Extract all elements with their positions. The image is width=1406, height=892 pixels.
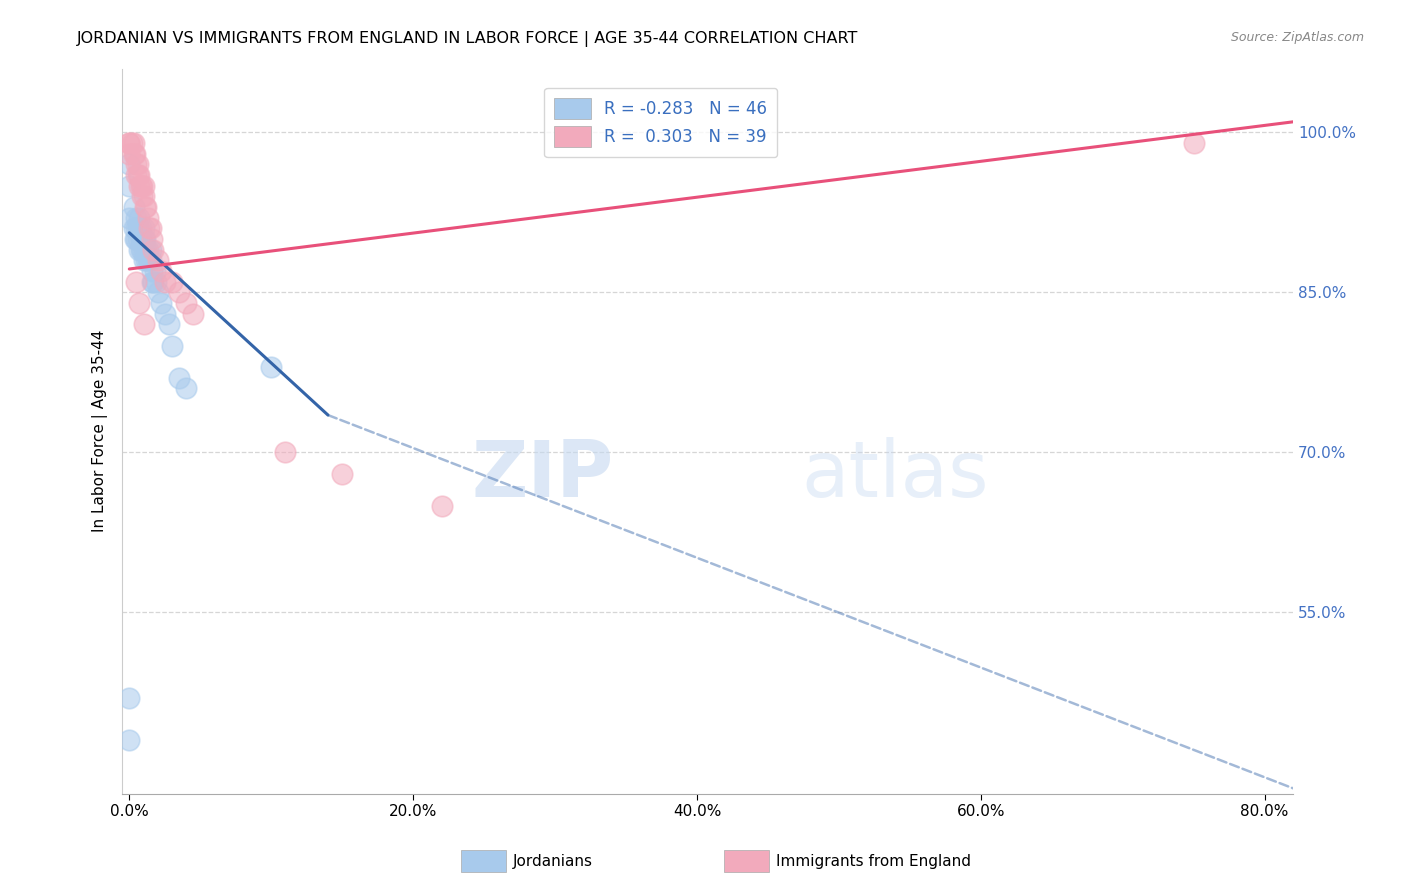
Point [135,253,157,268]
Point [127,157,149,171]
Point [167,285,190,300]
Point [131,189,153,203]
Point [141,264,163,278]
Point [131,232,153,246]
Point [139,221,162,235]
Point [129,178,152,193]
Point [118,211,141,225]
Point [118,146,141,161]
Point [128,168,150,182]
Point [127,232,149,246]
Point [128,221,150,235]
Point [330,467,353,481]
Point [139,243,162,257]
Point [118,690,141,705]
Point [134,232,156,246]
Point [122,136,145,150]
Point [145,275,167,289]
Point [160,339,183,353]
Point [122,200,145,214]
Point [122,146,145,161]
Point [153,307,176,321]
Point [129,221,152,235]
Point [118,157,141,171]
Point [128,296,150,310]
Point [129,232,152,246]
Point [149,264,172,278]
Point [135,243,157,257]
Point [125,221,148,235]
Point [157,318,180,332]
Point [128,243,150,257]
Point [132,178,155,193]
Point [132,253,155,268]
Point [136,253,159,268]
Point [138,221,160,235]
Point [125,232,148,246]
Point [132,243,155,257]
Point [260,360,283,375]
Point [141,275,163,289]
Text: Jordanians: Jordanians [513,855,593,869]
Text: atlas: atlas [801,436,988,513]
Point [146,285,169,300]
Y-axis label: In Labor Force | Age 35-44: In Labor Force | Age 35-44 [93,330,108,533]
Point [132,189,155,203]
Point [174,381,197,395]
Point [153,275,176,289]
Point [118,136,141,150]
Point [141,232,163,246]
Point [127,168,149,182]
Point [129,243,152,257]
Point [127,221,149,235]
Point [274,445,297,459]
Point [1182,136,1205,150]
Point [160,275,183,289]
Point [430,499,453,513]
Point [128,211,150,225]
Point [118,136,141,150]
Text: JORDANIAN VS IMMIGRANTS FROM ENGLAND IN LABOR FORCE | AGE 35-44 CORRELATION CHAR: JORDANIAN VS IMMIGRANTS FROM ENGLAND IN … [77,31,859,47]
Point [149,296,172,310]
Point [146,253,169,268]
Point [124,232,146,246]
Point [174,296,197,310]
Point [138,253,160,268]
Point [136,243,159,257]
Point [142,243,165,257]
Legend: R = -0.283   N = 46, R =  0.303   N = 39: R = -0.283 N = 46, R = 0.303 N = 39 [544,87,778,157]
Point [142,275,165,289]
Point [135,200,157,214]
Point [125,211,148,225]
Point [132,318,155,332]
Point [132,232,155,246]
Point [122,221,145,235]
Point [121,136,143,150]
Point [132,221,155,235]
Point [125,168,148,182]
Point [136,211,159,225]
Point [181,307,204,321]
Point [118,733,141,747]
Text: Immigrants from England: Immigrants from England [776,855,972,869]
Point [167,370,190,384]
Point [125,157,148,171]
Point [134,200,156,214]
Point [131,178,153,193]
Point [125,275,148,289]
Point [139,253,162,268]
Point [131,243,153,257]
Text: ZIP: ZIP [471,436,614,513]
Point [143,264,166,278]
Text: Source: ZipAtlas.com: Source: ZipAtlas.com [1230,31,1364,45]
Point [118,178,141,193]
Point [124,146,146,161]
Point [128,178,150,193]
